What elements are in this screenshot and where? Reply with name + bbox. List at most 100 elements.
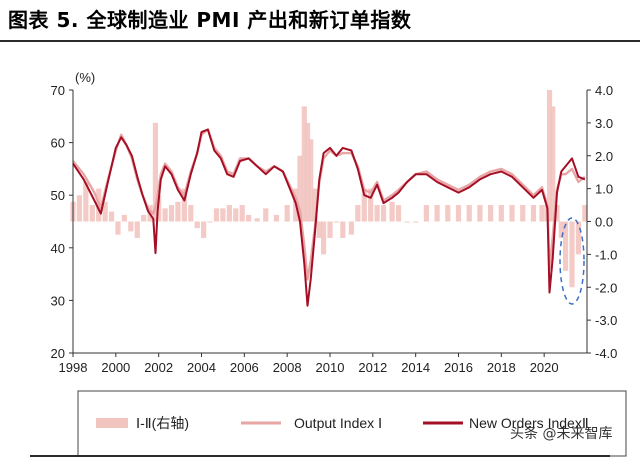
difference-bar xyxy=(108,211,115,222)
title-divider xyxy=(0,40,640,42)
difference-bar xyxy=(263,208,269,222)
right-tick-label: 1.0 xyxy=(595,182,613,197)
difference-bar xyxy=(284,205,290,222)
difference-bar xyxy=(554,205,560,222)
left-tick-label: 50 xyxy=(51,188,65,203)
difference-bar xyxy=(152,122,159,222)
difference-bar xyxy=(355,205,361,222)
difference-bar xyxy=(575,221,582,255)
difference-bar xyxy=(308,139,314,222)
legend-output-label: Output Index Ⅰ xyxy=(294,415,382,431)
difference-bar xyxy=(374,205,380,222)
difference-bar xyxy=(233,208,239,222)
difference-bar xyxy=(477,205,483,222)
difference-bar xyxy=(340,221,346,238)
legend: Ⅰ-Ⅱ(右轴) Output Index Ⅰ New Orders IndexⅡ xyxy=(77,390,627,457)
difference-bar xyxy=(89,205,95,222)
left-tick-label: 60 xyxy=(51,136,65,151)
difference-bar xyxy=(207,221,213,223)
difference-bar xyxy=(582,205,588,222)
difference-bar xyxy=(194,221,200,229)
difference-bar xyxy=(181,188,187,222)
x-tick-label: 2000 xyxy=(101,360,130,375)
x-tick-label: 2002 xyxy=(144,360,173,375)
right-tick-label: 2.0 xyxy=(595,149,613,164)
difference-bar xyxy=(297,155,303,222)
difference-bar xyxy=(562,221,569,271)
difference-bar xyxy=(316,221,322,238)
difference-bar xyxy=(201,221,207,238)
difference-bar xyxy=(115,221,121,235)
difference-bar xyxy=(348,221,355,235)
axes: 20 30 40 50 60 70 (%) -4.0 -3.0 -2.0 -1.0 0.0 1.0 2.0… xyxy=(51,70,618,375)
x-tick-label: 2018 xyxy=(487,360,516,375)
difference-bar xyxy=(226,205,232,222)
difference-bar xyxy=(434,205,440,222)
difference-bar xyxy=(312,188,318,222)
difference-bar xyxy=(239,205,245,222)
difference-bar xyxy=(423,205,429,222)
x-tick-label: 2006 xyxy=(230,360,259,375)
x-tick-label: 2010 xyxy=(316,360,345,375)
difference-bar xyxy=(361,188,367,222)
difference-bars xyxy=(70,90,588,288)
difference-bar xyxy=(389,201,395,222)
difference-bar xyxy=(413,221,419,223)
difference-bar xyxy=(273,214,280,222)
highlight-ellipse xyxy=(559,217,585,305)
difference-bar xyxy=(213,208,220,222)
index-lines xyxy=(72,128,586,307)
difference-bar xyxy=(141,214,147,222)
difference-bar xyxy=(102,201,108,222)
right-tick-label: -1.0 xyxy=(595,247,617,262)
x-tick-label: 1998 xyxy=(59,360,88,375)
left-tick-label: 40 xyxy=(51,241,65,256)
difference-bar xyxy=(395,205,402,222)
x-tick-label: 2014 xyxy=(401,360,430,375)
left-axis-unit: (%) xyxy=(75,70,95,85)
left-tick-label: 70 xyxy=(51,83,65,98)
difference-bar xyxy=(455,205,462,222)
difference-bar xyxy=(134,221,140,238)
difference-bar xyxy=(76,195,83,222)
difference-bar xyxy=(83,182,89,222)
chart-title: 图表 5. 全球制造业 PMI 产出和新订单指数 xyxy=(8,8,412,32)
difference-bar xyxy=(168,205,175,222)
difference-bar xyxy=(488,205,494,222)
x-tick-label: 2012 xyxy=(358,360,387,375)
left-tick-label: 30 xyxy=(51,293,65,308)
difference-bar xyxy=(254,218,260,222)
difference-bar xyxy=(569,221,575,288)
difference-bar xyxy=(550,106,556,222)
difference-bar xyxy=(121,214,127,222)
difference-bar xyxy=(466,205,472,222)
difference-bar xyxy=(301,106,307,222)
difference-bar xyxy=(368,188,374,222)
watermark-text: 头条 @未来智库 xyxy=(510,425,612,442)
right-tick-label: -3.0 xyxy=(595,313,617,328)
x-tick-label: 2016 xyxy=(444,360,473,375)
right-tick-label: -2.0 xyxy=(595,280,617,295)
right-tick-label: 4.0 xyxy=(595,83,613,98)
x-tick-label: 2020 xyxy=(530,360,559,375)
x-tick-label: 2004 xyxy=(187,360,216,375)
difference-bar xyxy=(520,205,526,222)
difference-bar xyxy=(320,221,327,255)
difference-bar xyxy=(246,214,252,222)
difference-bar xyxy=(558,221,564,238)
legend-new-orders-label: New Orders IndexⅡ xyxy=(469,415,589,431)
difference-bar xyxy=(175,201,181,222)
output-index-line xyxy=(72,128,586,281)
difference-bar xyxy=(509,205,515,222)
difference-bar xyxy=(530,205,537,222)
difference-bar xyxy=(327,221,333,238)
right-tick-label: -4.0 xyxy=(595,346,617,361)
left-tick-label: 20 xyxy=(51,346,65,361)
difference-bar xyxy=(404,221,410,223)
difference-bar xyxy=(220,208,226,222)
right-tick-label: 3.0 xyxy=(595,116,613,131)
new-orders-index-line xyxy=(72,128,586,307)
difference-bar xyxy=(380,205,387,222)
difference-bar xyxy=(128,221,134,232)
